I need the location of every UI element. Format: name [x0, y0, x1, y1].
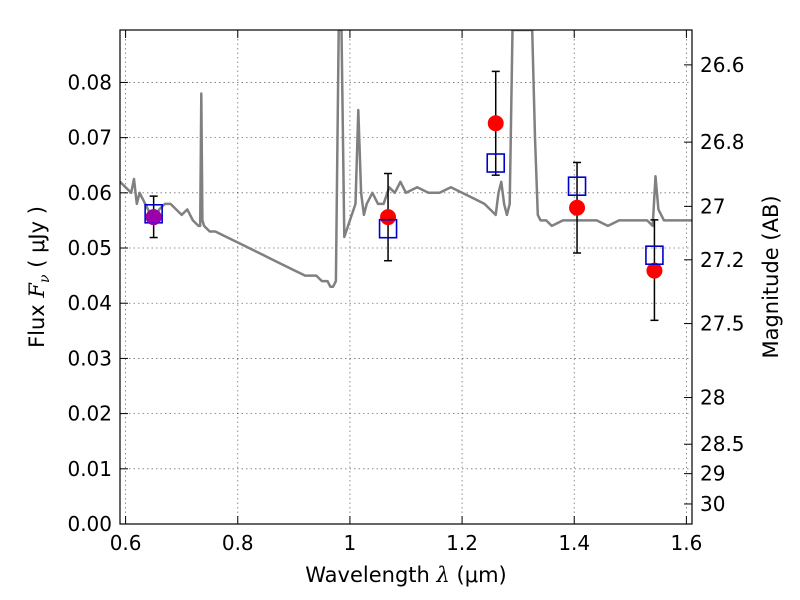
model-flux-square: [645, 245, 664, 265]
plot-frame: [119, 29, 693, 525]
grid-layer: [120, 30, 692, 525]
y-axis-subscript: ν: [37, 274, 53, 283]
overlap-point: [145, 209, 162, 226]
x-tick-label: 0.6: [110, 531, 142, 555]
x-tick-label: 1.4: [558, 531, 590, 555]
observed-flux-point: [646, 262, 663, 279]
y2-tick-label: 27.2: [700, 248, 745, 272]
y2-tick-label: 27.5: [700, 312, 745, 336]
y2-axis-title: Magnitude (AB): [759, 195, 783, 358]
marker-layer: [144, 70, 664, 322]
x-tick-label: 1.6: [670, 531, 702, 555]
y-axis-unit: ( μJy ): [25, 206, 49, 268]
y-axis-label: Flux: [25, 304, 49, 348]
model-flux-square: [486, 153, 506, 173]
y-axis-title: Flux Fν ( μJy ): [25, 206, 53, 348]
y2-tick-label: 27: [700, 194, 725, 218]
observed-flux-point: [380, 209, 397, 226]
x-axis-title: Wavelength λ (μm): [305, 563, 506, 587]
y-tick-label: 0.07: [67, 126, 112, 150]
observed-flux-point: [487, 115, 504, 132]
y2-tick-label: 30: [700, 492, 725, 516]
axis-layer: 0.6 0.8 1 1.2 1.4 1.6 0.00 0.01 0.02 0.03 0.04 0.05…: [67, 30, 745, 555]
x-axis-unit: (μm): [457, 563, 507, 587]
y-tick-label: 0.00: [67, 512, 112, 536]
y2-tick-label: 26.8: [700, 130, 745, 154]
y-tick-label: 0.03: [67, 346, 112, 370]
x-axis-label: Wavelength: [305, 563, 430, 587]
y-tick-label: 0.02: [67, 402, 112, 426]
data-layer: [120, 30, 692, 288]
y-axis-symbol: F: [25, 282, 49, 299]
y-tick-label: 0.04: [67, 291, 112, 315]
observed-flux-point: [569, 199, 586, 216]
y-tick-label: 0.01: [67, 457, 112, 481]
spectrum-line: [120, 30, 692, 288]
x-tick-label: 1.2: [446, 531, 478, 555]
y-tick-label: 0.08: [67, 70, 112, 94]
y2-tick-label: 26.6: [700, 53, 745, 77]
y2-tick-label: 29: [700, 462, 725, 486]
x-axis-symbol: λ: [436, 563, 450, 587]
y-tick-label: 0.05: [67, 236, 112, 260]
y2-tick-label: 28: [700, 386, 725, 410]
y-tick-label: 0.06: [67, 181, 112, 205]
model-flux-square: [378, 218, 398, 239]
model-flux-square: [567, 176, 587, 197]
y2-tick-label: 28.5: [700, 432, 745, 456]
x-tick-label: 1: [344, 531, 357, 555]
x-tick-label: 0.8: [222, 531, 254, 555]
